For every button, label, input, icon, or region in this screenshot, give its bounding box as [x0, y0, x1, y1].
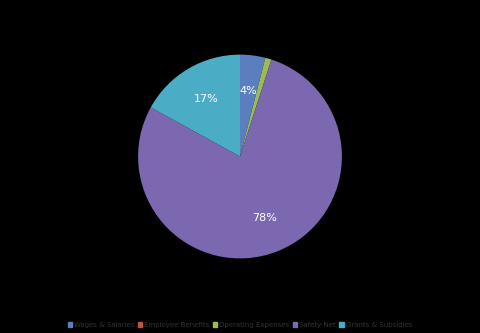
- Wedge shape: [240, 58, 265, 157]
- Wedge shape: [138, 60, 342, 258]
- Text: 17%: 17%: [194, 95, 219, 105]
- Text: 4%: 4%: [240, 86, 257, 96]
- Text: 78%: 78%: [252, 213, 277, 223]
- Legend: Wages & Salaries, Employee Benefits, Operating Expenses, Safety Net, Grants & Su: Wages & Salaries, Employee Benefits, Ope…: [66, 321, 414, 330]
- Wedge shape: [240, 55, 265, 157]
- Wedge shape: [240, 58, 272, 157]
- Wedge shape: [151, 55, 240, 157]
